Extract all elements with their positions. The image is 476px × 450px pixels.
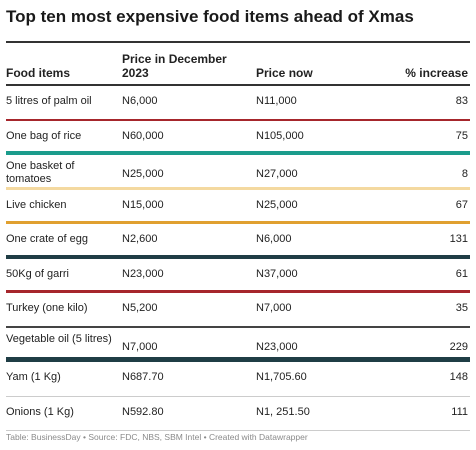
header-food-items: Food items <box>6 66 71 80</box>
cell-food-item: Live chicken <box>6 198 67 211</box>
cell-price-now: N27,000 <box>256 168 298 180</box>
cell-percent-increase: 61 <box>455 267 468 280</box>
cell-price-dec-2023: N687.70 <box>122 371 164 383</box>
cell-food-item: One crate of egg <box>6 233 88 245</box>
cell-price-dec-2023: N592.80 <box>122 405 164 418</box>
table-row: Yam (1 Kg) N687.70 N1,705.60 148 <box>0 362 476 397</box>
cell-price-now: N6,000 <box>256 233 292 245</box>
cell-food-item: Vegetable oil (5 litres) <box>6 332 112 345</box>
cell-price-now: N7,000 <box>256 302 292 314</box>
cell-price-now: N105,000 <box>256 129 304 142</box>
table-row: Turkey (one kilo) N5,200 N7,000 35 <box>0 293 476 328</box>
cell-food-item: One bag of rice <box>6 129 82 142</box>
cell-percent-increase: 35 <box>455 302 468 314</box>
header-price-december-2023: Price in December 2023 <box>122 52 227 80</box>
row-divider <box>6 395 470 397</box>
table-row: Live chicken N15,000 N25,000 67 <box>0 190 476 224</box>
cell-food-item: 50Kg of garri <box>6 267 69 280</box>
table-title: Top ten most expensive food items ahead … <box>6 7 414 26</box>
cell-food-item: 5 litres of palm oil <box>6 95 92 107</box>
top-divider <box>6 41 470 43</box>
cell-price-now: N25,000 <box>256 198 298 211</box>
row-divider <box>6 151 470 155</box>
cell-price-now: N11,000 <box>256 95 297 107</box>
cell-price-now: N37,000 <box>256 267 298 280</box>
header-price-now: Price now <box>256 66 313 80</box>
cell-food-item: Onions (1 Kg) <box>6 405 74 418</box>
row-divider <box>6 290 470 293</box>
cell-price-dec-2023: N5,200 <box>122 302 158 314</box>
cell-percent-increase: 67 <box>455 198 468 211</box>
table-row: Onions (1 Kg) N592.80 N1, 251.50 111 <box>0 397 476 431</box>
cell-percent-increase: 131 <box>449 233 468 245</box>
row-divider <box>6 357 470 362</box>
cell-food-item: Turkey (one kilo) <box>6 302 88 314</box>
row-divider <box>6 430 470 431</box>
row-divider <box>6 254 470 259</box>
cell-food-item: One basket of tomatoes <box>6 160 75 185</box>
header-divider <box>6 84 470 86</box>
cell-percent-increase: 111 <box>451 405 468 418</box>
table-row: 5 litres of palm oil N6,000 N11,000 83 <box>0 86 476 121</box>
cell-percent-increase: 83 <box>455 95 468 107</box>
row-divider <box>6 186 470 190</box>
cell-price-now: N1, 251.50 <box>256 405 310 418</box>
cell-price-dec-2023: N2,600 <box>122 233 158 245</box>
table-row: One basket of tomatoes N25,000 N27,000 8 <box>0 155 476 190</box>
table-row: One crate of egg N2,600 N6,000 131 <box>0 224 476 259</box>
header-percent-increase: % increase <box>405 66 468 80</box>
row-divider <box>6 325 470 328</box>
table-row: 50Kg of garri N23,000 N37,000 61 <box>0 259 476 293</box>
table-footer: Table: BusinessDay • Source: FDC, NBS, S… <box>6 432 308 442</box>
cell-price-dec-2023: N15,000 <box>122 198 164 211</box>
cell-price-dec-2023: N6,000 <box>122 95 158 107</box>
cell-price-now: N1,705.60 <box>256 371 307 383</box>
table-row: Vegetable oil (5 litres) N7,000 N23,000 229 <box>0 328 476 362</box>
row-divider <box>6 118 470 121</box>
cell-price-dec-2023: N23,000 <box>122 267 164 280</box>
cell-percent-increase: 8 <box>461 168 468 180</box>
cell-price-now: N23,000 <box>256 340 298 353</box>
table-row: One bag of rice N60,000 N105,000 75 <box>0 121 476 155</box>
row-divider <box>6 221 470 224</box>
cell-price-dec-2023: N25,000 <box>122 168 164 180</box>
cell-price-dec-2023: N60,000 <box>122 129 164 142</box>
cell-price-dec-2023: N7,000 <box>122 340 158 353</box>
cell-food-item: Yam (1 Kg) <box>6 371 61 383</box>
cell-percent-increase: 148 <box>449 371 468 383</box>
cell-percent-increase: 75 <box>455 129 468 142</box>
cell-percent-increase: 229 <box>449 340 468 353</box>
